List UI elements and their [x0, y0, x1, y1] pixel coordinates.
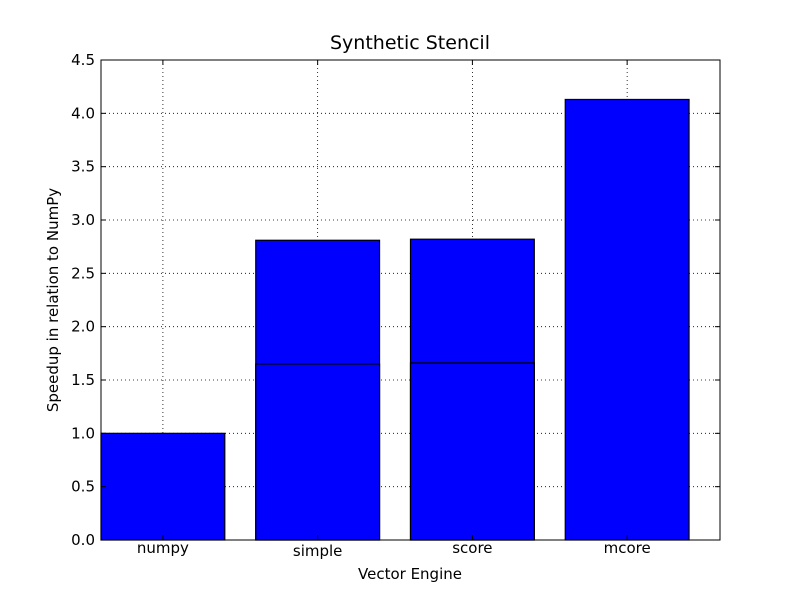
axis-ticks [101, 59, 720, 541]
bar-mcore-series-1 [564, 98, 690, 541]
x-axis-label: Vector Engine [358, 565, 462, 583]
y-tick-label: 2.5 [71, 264, 95, 282]
bar-numpy-series-1 [100, 432, 226, 541]
x-tick-label: simple [293, 542, 343, 560]
bars [100, 98, 690, 541]
x-tick-labels: numpy simple score mcore [137, 539, 651, 560]
bar-score-series-2 [409, 362, 535, 541]
y-tick-label: 3.5 [71, 158, 95, 176]
y-tick-label: 3.0 [71, 211, 95, 229]
bar-simple-series-2 [255, 363, 381, 541]
y-tick-label: 0.0 [71, 531, 95, 549]
y-tick-label: 4.0 [71, 104, 95, 122]
chart-title: Synthetic Stencil [330, 32, 490, 54]
y-tick-labels: 0.0 0.5 1.0 1.5 2.0 2.5 3.0 3.5 4.0 4.5 [71, 51, 95, 549]
y-tick-label: 1.5 [71, 371, 95, 389]
x-tick-label: score [452, 539, 492, 557]
x-tick-label: numpy [137, 539, 189, 557]
y-tick-label: 2.0 [71, 318, 95, 336]
y-tick-label: 4.5 [71, 51, 95, 69]
y-tick-label: 1.0 [71, 424, 95, 442]
plot-frame [100, 59, 721, 541]
y-tick-label: 0.5 [71, 478, 95, 496]
x-tick-label: mcore [604, 539, 651, 557]
y-axis-label: Speedup in relation to NumPy [44, 188, 62, 412]
